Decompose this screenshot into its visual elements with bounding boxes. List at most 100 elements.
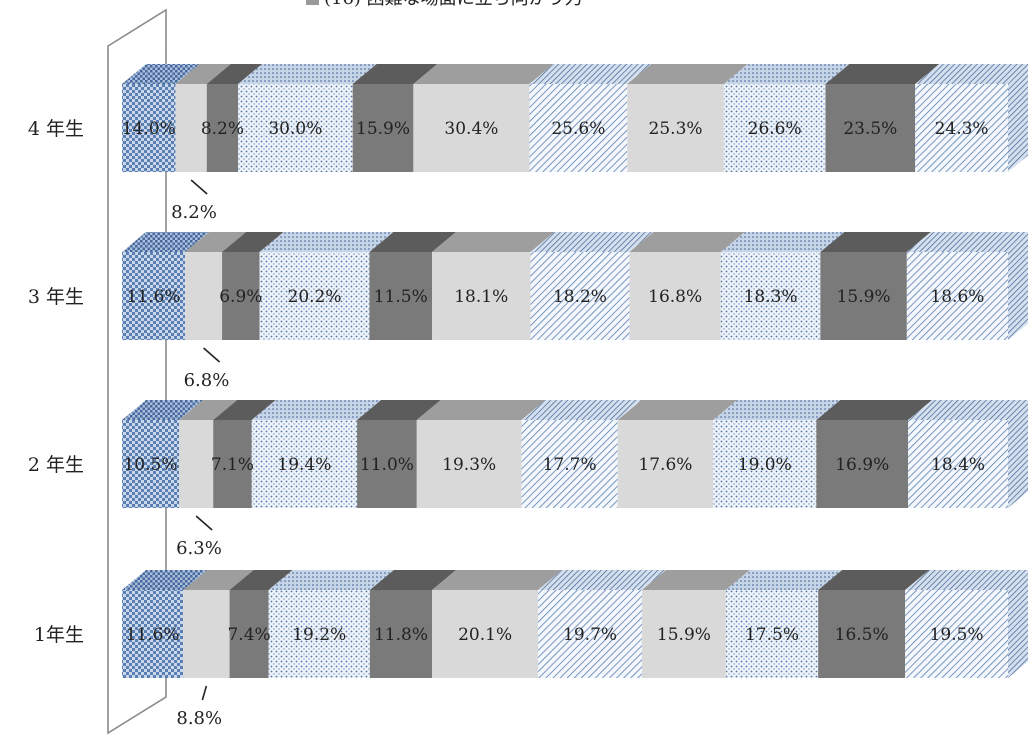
bar-segment	[185, 252, 223, 340]
bar-segment-top	[222, 232, 284, 252]
bar-segment-top	[122, 64, 200, 84]
bar-segment-top	[538, 570, 666, 590]
bar-segment-top	[530, 232, 654, 252]
segment-value-label: 7.1%	[211, 455, 254, 475]
segment-value-label: 25.3%	[649, 119, 703, 139]
segment-value-label: 19.7%	[563, 625, 617, 645]
segment-value-label: 24.3%	[935, 119, 989, 139]
bar-segment	[538, 590, 642, 678]
bar-segment	[352, 84, 414, 172]
callout-label: 6.3%	[176, 538, 222, 559]
bar-segment	[723, 84, 826, 172]
bar-segment-top	[122, 570, 208, 590]
bar-segment-top	[906, 232, 1028, 252]
segment-value-label: 19.0%	[738, 455, 792, 475]
segment-value-label: 16.8%	[648, 287, 702, 307]
segment-value-label: 17.7%	[543, 455, 597, 475]
callout-leader-line	[203, 347, 221, 363]
bar-segment	[179, 420, 214, 508]
bar-segment	[825, 84, 916, 172]
bar-segment	[213, 420, 252, 508]
bar-segment	[259, 252, 370, 340]
bar-segment	[816, 420, 909, 508]
bar-segment-top	[713, 400, 841, 420]
bar-segment-top	[820, 232, 931, 252]
bar-segment	[416, 420, 522, 508]
bar-segment-top	[179, 400, 238, 420]
segment-value-label: 11.6%	[127, 287, 181, 307]
bar-segment	[521, 420, 618, 508]
category-labels: 4 年生 3 年生 2 年生 1年生	[28, 118, 84, 646]
bar-segment	[617, 420, 714, 508]
bar-segment	[122, 84, 176, 172]
segment-value-label: 18.2%	[553, 287, 607, 307]
segment-value-label: 18.6%	[930, 287, 984, 307]
bar-segment	[627, 84, 724, 172]
segment-value-label: 20.2%	[288, 287, 342, 307]
bar-segment	[183, 590, 230, 678]
bar-segment	[357, 420, 417, 508]
bar-segment	[122, 252, 186, 340]
bar-segment-top	[369, 232, 457, 252]
bar-row: 14.0% 8.2% 30.0% 15.9% 30.4% 25.6% 25.3% 26.6% 2…	[122, 64, 1028, 172]
bar-segment-top	[251, 400, 382, 420]
segment-value-label: 11.6%	[126, 625, 180, 645]
bar-segment	[432, 590, 539, 678]
segment-value-label: 18.4%	[931, 455, 985, 475]
bar-segment	[713, 420, 817, 508]
bar-segment-top	[432, 570, 563, 590]
segment-value-label: 11.0%	[360, 455, 414, 475]
segment-value-label: 19.4%	[277, 455, 331, 475]
bar-segment-top	[238, 64, 377, 84]
bar-segment-top	[122, 400, 204, 420]
bar-segment-top	[529, 64, 652, 84]
bar-segment	[222, 252, 260, 340]
category-label: 2 年生	[28, 454, 84, 476]
segment-value-label: 11.8%	[374, 625, 428, 645]
bar-segment-top	[268, 570, 394, 590]
bar-segment-top	[229, 570, 293, 590]
bar-segment-side	[1008, 67, 1028, 172]
segment-value-label: 30.4%	[444, 119, 498, 139]
bar-segment-top	[816, 400, 933, 420]
bar-segment-top	[183, 570, 254, 590]
bar-segment	[529, 84, 628, 172]
bar-segment-top	[908, 400, 1028, 420]
segment-value-label: 15.9%	[356, 119, 410, 139]
bar-segment-top	[725, 570, 843, 590]
bar-segment	[725, 590, 819, 678]
segment-value-label: 18.3%	[744, 287, 798, 307]
legend: (16) 困難な場面に立ち向かう力	[306, 0, 583, 9]
bar-segment	[175, 84, 207, 172]
bar-segment-top	[627, 64, 748, 84]
callout-label: 8.8%	[176, 708, 222, 729]
segment-value-label: 17.6%	[638, 455, 692, 475]
segment-value-label: 19.5%	[930, 625, 984, 645]
bar-segment	[629, 252, 721, 340]
bar-segment-side	[1008, 235, 1028, 340]
bar-row: 11.6% 6.9% 20.2% 11.5% 18.1% 18.2% 16.8% 18.3% 1…	[122, 232, 1028, 340]
bar-segment-top	[369, 570, 457, 590]
segment-value-label: 16.5%	[835, 625, 889, 645]
segment-value-label: 18.1%	[454, 287, 508, 307]
bar-segment-top	[185, 232, 247, 252]
bar-segment-top	[413, 64, 554, 84]
bar-segment-top	[521, 400, 642, 420]
bar-segment-top	[720, 232, 845, 252]
bar-segment-top	[629, 232, 745, 252]
bar-segment	[432, 252, 531, 340]
bar-segment-top	[915, 64, 1028, 84]
segment-value-label: 25.6%	[551, 119, 605, 139]
bar-segment-top	[723, 64, 850, 84]
segment-value-label: 26.6%	[748, 119, 802, 139]
bar-segment-top	[122, 232, 210, 252]
bar-segment	[122, 590, 184, 678]
bar-segment-top	[641, 570, 750, 590]
bar-segment	[206, 84, 239, 172]
bar-segment	[908, 420, 1008, 508]
segment-value-label: 20.1%	[458, 625, 512, 645]
bar-segment	[818, 590, 906, 678]
bar-segment-top	[416, 400, 546, 420]
legend-entry-text: (16) 困難な場面に立ち向かう力	[324, 0, 583, 9]
